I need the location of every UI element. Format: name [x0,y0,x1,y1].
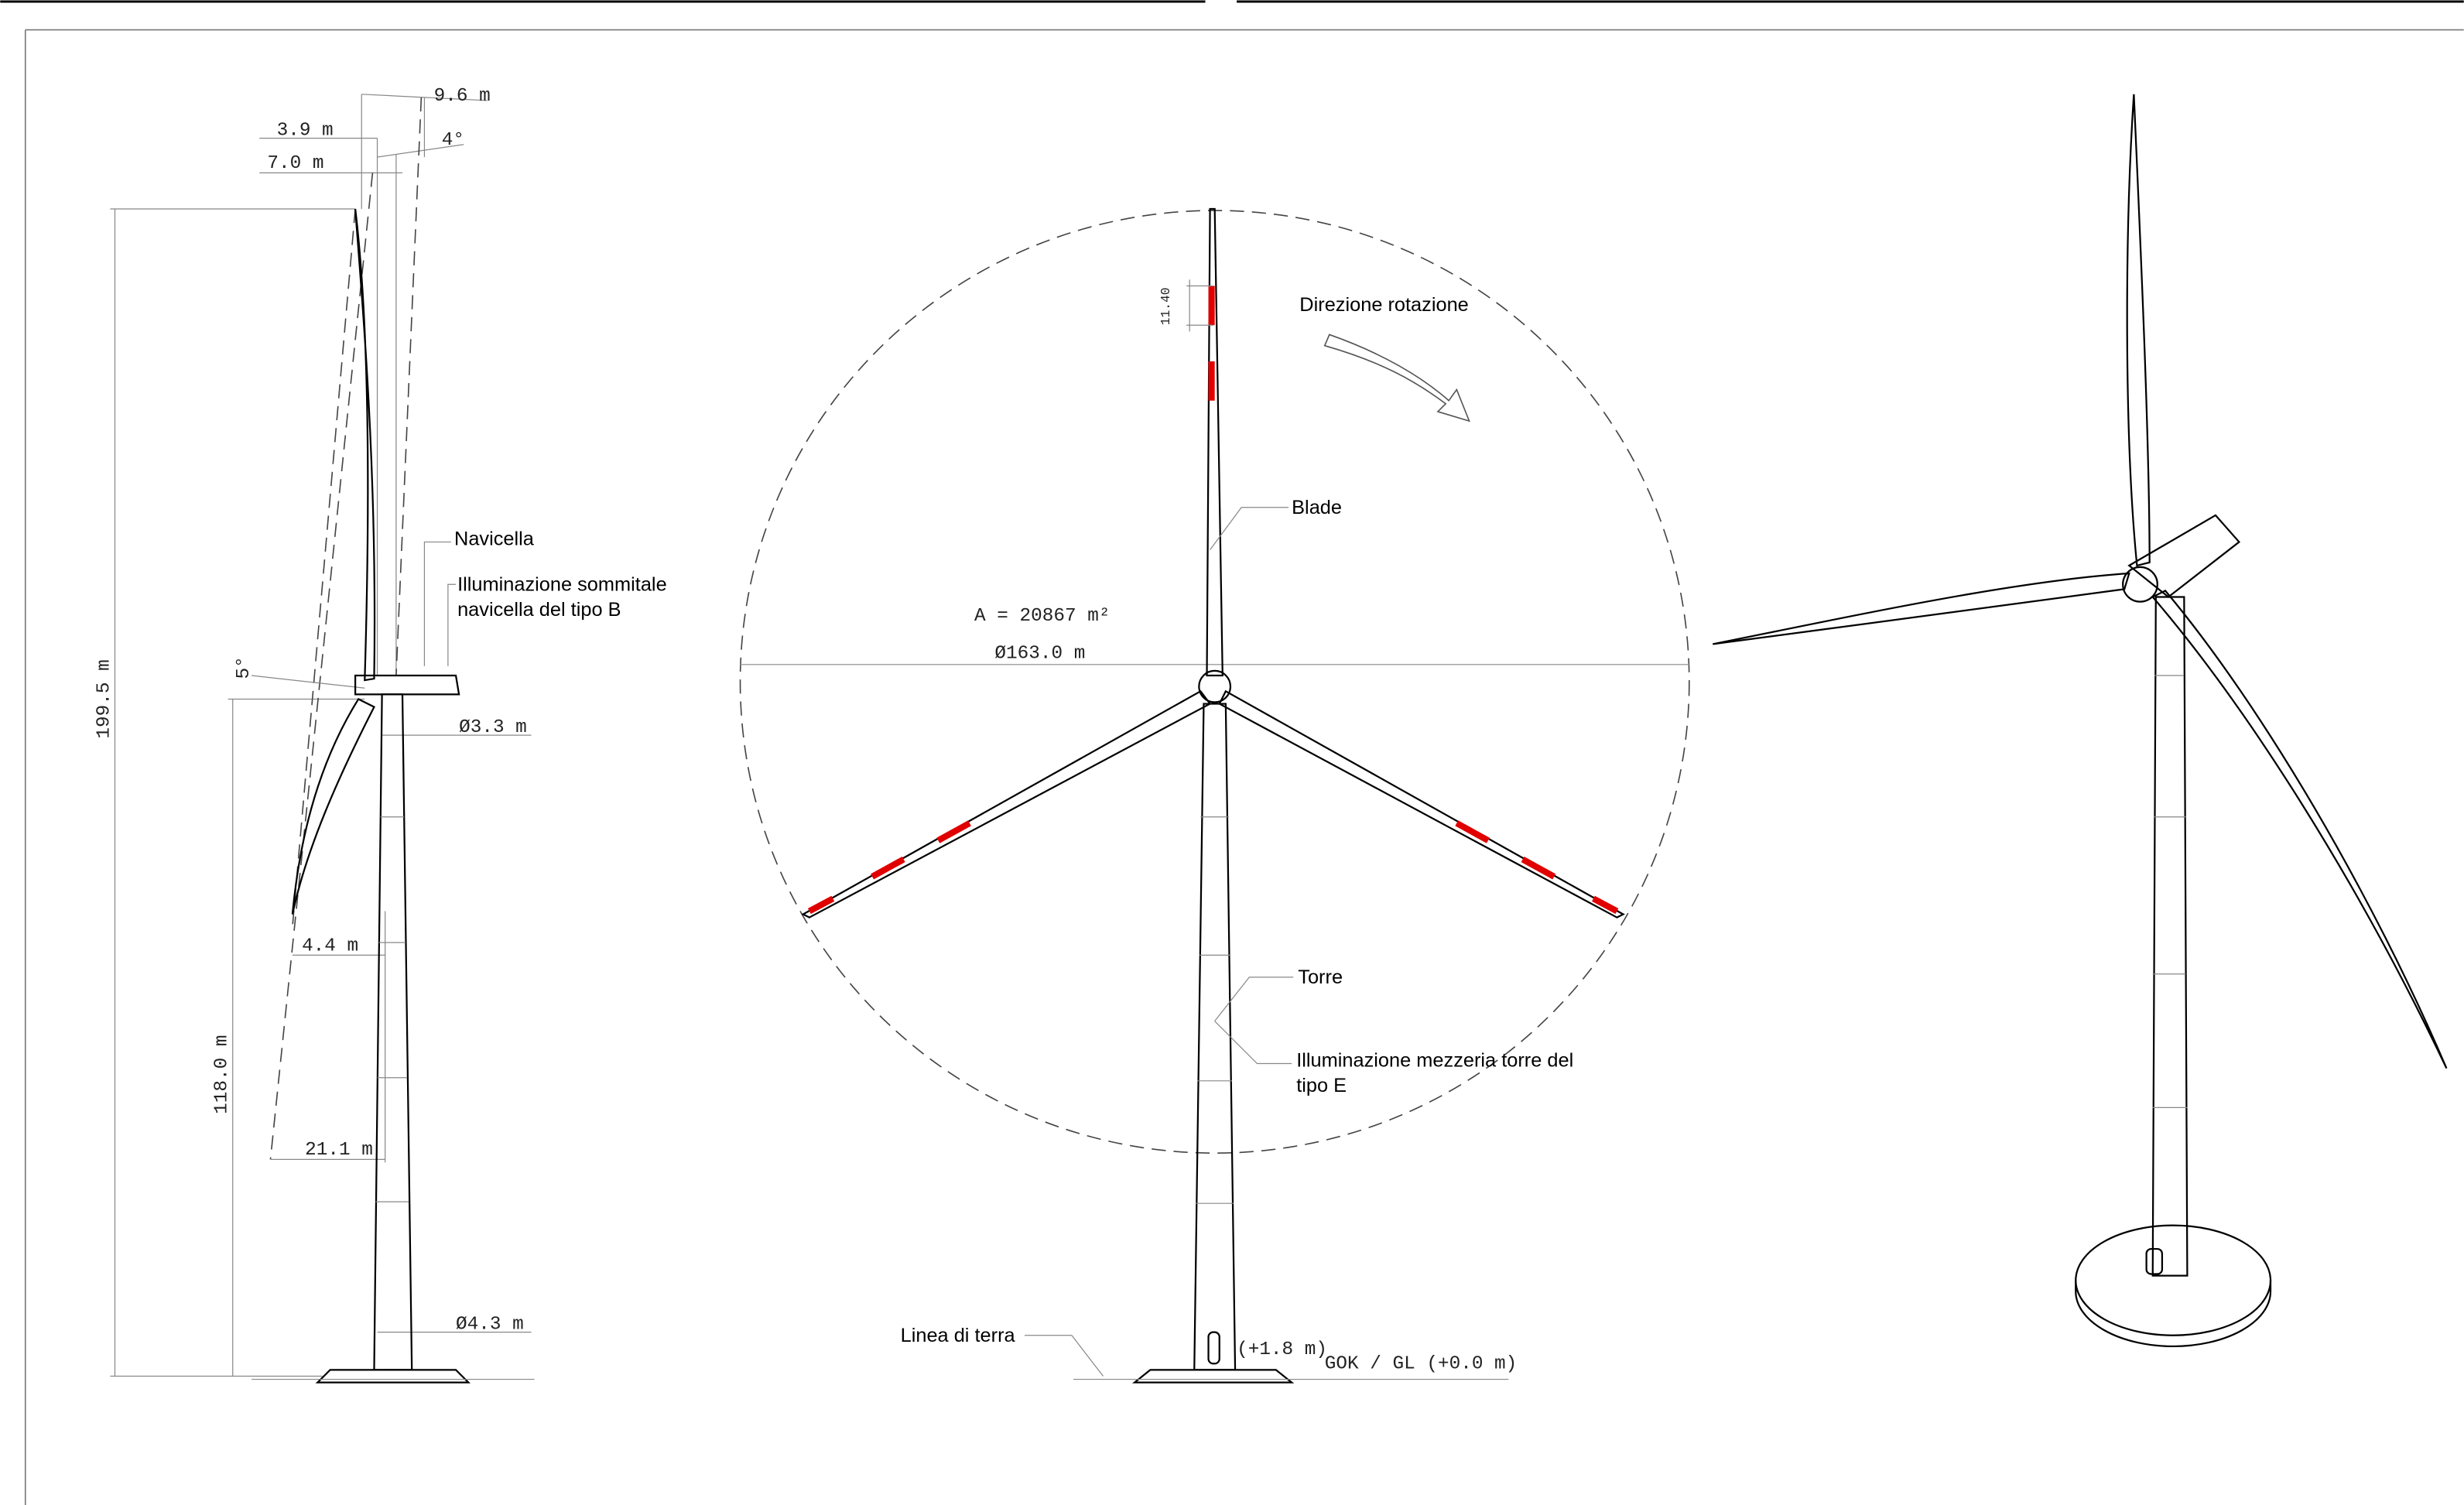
rotation-arrow [1325,334,1470,421]
dimension-label: 118.0 m [212,1035,233,1114]
perspective-view [1713,94,2446,1346]
callout-label: Navicella [454,528,535,550]
callout-label: Illuminazione mezzeria torre del [1296,1050,1573,1072]
dimension-label: 199.5 m [94,659,115,738]
callout-label: Illuminazione sommitale [457,573,667,595]
callout-label: tipo E [1296,1075,1347,1096]
dimension-label: 7.0 m [267,153,323,174]
dimension-label: Ø4.3 m [456,1315,524,1336]
frame [0,2,2463,1505]
dimension-label: Ø163.0 m [994,644,1085,665]
front-view: 11.40 A = 20867 m² Ø163.0 m (+1.8 m) GOK… [741,209,1689,1383]
dimension-label: 11.40 [1158,288,1173,326]
dimension-label: Ø3.3 m [459,717,527,738]
dimension-label: 9.6 m [434,86,491,107]
callout-label: Direzione rotazione [1299,294,1469,316]
dimension-label: 21.1 m [305,1140,373,1161]
drawing: 9.6 m 3.9 m 4° 7.0 m 199.5 m 5° Ø3.3 m 4… [0,0,2464,1505]
dimension-label: 4.4 m [302,935,358,956]
callout-label: Blade [1292,497,1342,518]
callout-label: Torre [1298,966,1343,988]
dimension-label: 3.9 m [277,121,334,142]
side-view: 9.6 m 3.9 m 4° 7.0 m 199.5 m 5° Ø3.3 m 4… [94,86,666,1383]
callout-label: navicella del tipo B [457,599,621,621]
dimension-label: GOK / GL (+0.0 m) [1325,1353,1518,1374]
dimension-label: 4° [442,130,464,151]
callout-label: Linea di terra [901,1325,1016,1346]
dimension-label: (+1.8 m) [1237,1339,1327,1360]
dimension-label: A = 20867 m² [974,606,1110,627]
dimension-label: 5° [234,656,255,679]
